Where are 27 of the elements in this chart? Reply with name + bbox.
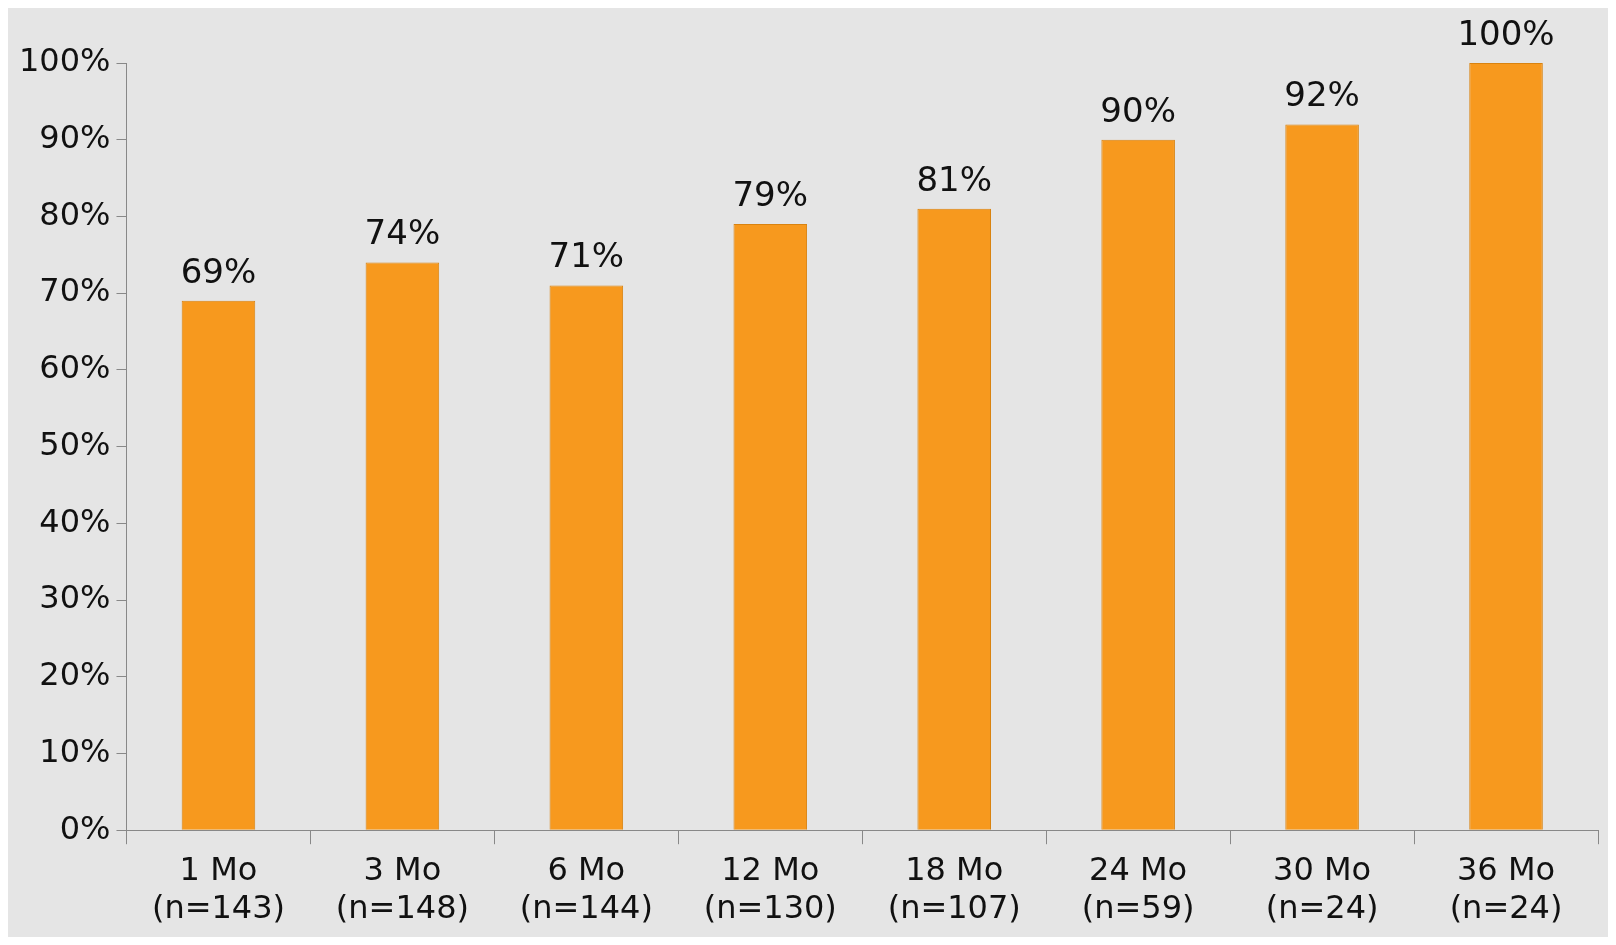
y-tick-label: 20% — [39, 655, 111, 694]
y-tick-label: 80% — [39, 194, 111, 233]
data-label: 69% — [180, 250, 257, 291]
data-label: 100% — [1457, 12, 1555, 53]
y-tick-label: 0% — [59, 808, 111, 847]
x-tick-label: 24 Mo (n=59) — [1081, 849, 1195, 927]
x-tick-label: 3 Mo (n=148) — [335, 849, 469, 927]
data-label: 74% — [364, 212, 441, 253]
data-label: 92% — [1284, 74, 1360, 115]
y-tick-label: 60% — [39, 348, 111, 387]
y-tick-label: 50% — [39, 424, 111, 463]
y-tick-label: 100% — [19, 41, 111, 80]
x-tick-label: 30 Mo (n=24) — [1265, 849, 1379, 927]
x-tick-label: 12 Mo (n=130) — [703, 849, 837, 927]
y-tick-label: 90% — [39, 118, 111, 157]
x-tick-label: 18 Mo (n=107) — [887, 849, 1021, 927]
data-label: 81% — [916, 158, 992, 199]
y-tick-label: 70% — [39, 271, 111, 310]
data-label: 71% — [548, 235, 625, 276]
y-tick-label: 30% — [39, 578, 111, 617]
x-tick-label: 6 Mo (n=144) — [519, 849, 653, 927]
y-tick-label: 10% — [39, 731, 111, 770]
data-label: 90% — [1100, 89, 1176, 130]
x-tick-label: 36 Mo (n=24) — [1449, 849, 1563, 927]
x-tick-label: 1 Mo (n=143) — [151, 849, 286, 927]
data-label: 79% — [732, 173, 809, 214]
y-tick-label: 40% — [39, 501, 111, 540]
